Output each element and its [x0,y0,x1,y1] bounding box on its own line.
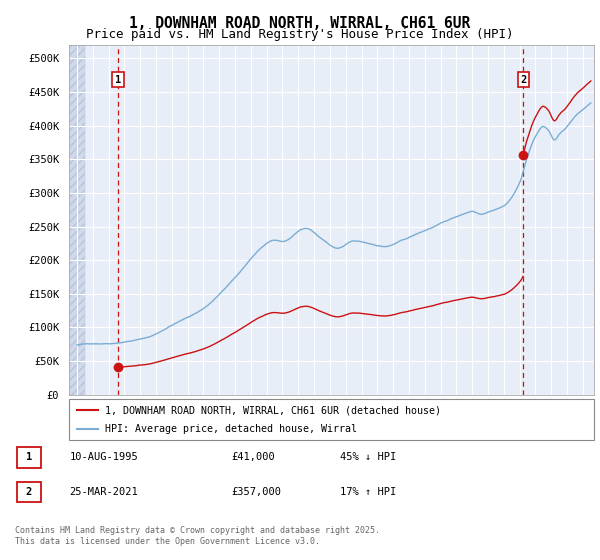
Text: 20: 20 [214,426,224,435]
Text: 22: 22 [530,410,541,419]
Text: 20: 20 [499,410,509,419]
Text: 20: 20 [293,426,303,435]
Text: 1: 1 [26,452,32,462]
Text: 09: 09 [325,410,335,419]
Text: 07: 07 [293,410,303,419]
Text: 20: 20 [515,426,524,435]
Text: 14: 14 [404,410,414,419]
Text: 20: 20 [356,426,367,435]
Text: 20: 20 [277,426,287,435]
Text: 20: 20 [309,426,319,435]
Text: Contains HM Land Registry data © Crown copyright and database right 2025.
This d: Contains HM Land Registry data © Crown c… [15,526,380,546]
Text: £357,000: £357,000 [231,487,281,497]
Text: 1, DOWNHAM ROAD NORTH, WIRRAL, CH61 6UR (detached house): 1, DOWNHAM ROAD NORTH, WIRRAL, CH61 6UR … [105,405,440,415]
Text: 17: 17 [451,410,461,419]
Text: 2: 2 [520,75,526,85]
Text: 19: 19 [72,426,82,435]
Text: 45% ↓ HPI: 45% ↓ HPI [340,452,397,462]
Text: 20: 20 [230,426,240,435]
Text: 21: 21 [515,410,524,419]
Text: 20: 20 [199,426,208,435]
Text: 20: 20 [341,426,351,435]
Text: 11: 11 [356,410,367,419]
Text: 20: 20 [420,426,430,435]
Text: 01: 01 [199,410,208,419]
Text: 93: 93 [72,410,82,419]
Text: 95: 95 [104,410,113,419]
Text: 20: 20 [467,426,477,435]
Text: 03: 03 [230,410,240,419]
Text: 17% ↑ HPI: 17% ↑ HPI [340,487,397,497]
Text: 02: 02 [214,410,224,419]
Text: 20: 20 [325,426,335,435]
Text: 94: 94 [88,410,98,419]
Text: 1, DOWNHAM ROAD NORTH, WIRRAL, CH61 6UR: 1, DOWNHAM ROAD NORTH, WIRRAL, CH61 6UR [130,16,470,31]
Text: HPI: Average price, detached house, Wirral: HPI: Average price, detached house, Wirr… [105,424,356,433]
Text: 96: 96 [119,410,130,419]
Text: 19: 19 [151,426,161,435]
Text: 16: 16 [436,410,446,419]
Text: 13: 13 [388,410,398,419]
Text: 10: 10 [341,410,351,419]
Text: 15: 15 [420,410,430,419]
Text: 19: 19 [119,426,130,435]
Text: 19: 19 [88,426,98,435]
Text: 05: 05 [262,410,272,419]
Text: £41,000: £41,000 [231,452,275,462]
Text: 97: 97 [135,410,145,419]
Text: 20: 20 [530,426,541,435]
Text: 19: 19 [135,426,145,435]
Text: 25: 25 [578,410,588,419]
Text: 98: 98 [151,410,161,419]
Text: 99: 99 [167,410,177,419]
Text: 20: 20 [182,426,193,435]
Text: 20: 20 [436,426,446,435]
Text: 19: 19 [104,426,113,435]
Text: 25-MAR-2021: 25-MAR-2021 [70,487,139,497]
Text: 20: 20 [578,426,588,435]
Text: 20: 20 [388,426,398,435]
Text: 24: 24 [562,410,572,419]
Text: 06: 06 [277,410,287,419]
Text: 19: 19 [483,410,493,419]
Text: 19: 19 [167,426,177,435]
Text: 10-AUG-1995: 10-AUG-1995 [70,452,139,462]
Bar [17,447,41,468]
Text: 2: 2 [26,487,32,497]
Text: 20: 20 [483,426,493,435]
Text: 20: 20 [373,426,382,435]
Text: 20: 20 [562,426,572,435]
Text: 20: 20 [246,426,256,435]
Text: 1: 1 [115,75,121,85]
Text: 20: 20 [262,426,272,435]
Text: 20: 20 [404,426,414,435]
Text: 00: 00 [182,410,193,419]
Text: 20: 20 [499,426,509,435]
Text: 12: 12 [373,410,382,419]
Text: 18: 18 [467,410,477,419]
Text: 23: 23 [547,410,556,419]
Text: 20: 20 [451,426,461,435]
Text: 20: 20 [547,426,556,435]
Bar [17,482,41,502]
Text: Price paid vs. HM Land Registry's House Price Index (HPI): Price paid vs. HM Land Registry's House … [86,28,514,41]
Text: 08: 08 [309,410,319,419]
Text: 04: 04 [246,410,256,419]
